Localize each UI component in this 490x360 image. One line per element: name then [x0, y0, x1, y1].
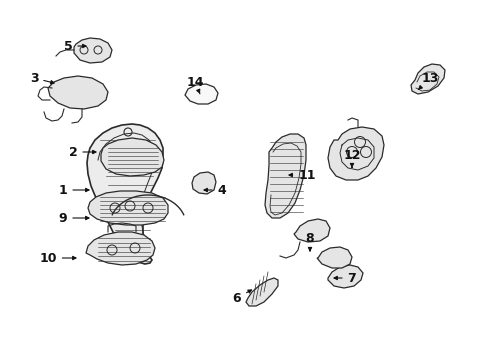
Text: 14: 14: [186, 76, 204, 94]
Polygon shape: [87, 124, 163, 264]
Text: 8: 8: [306, 231, 314, 251]
Polygon shape: [185, 84, 218, 104]
Polygon shape: [411, 64, 445, 94]
Text: 5: 5: [64, 40, 86, 53]
Polygon shape: [265, 134, 306, 218]
Text: 11: 11: [289, 168, 316, 181]
Text: 6: 6: [233, 290, 251, 305]
Text: 12: 12: [343, 149, 361, 167]
Polygon shape: [192, 172, 216, 194]
Text: 2: 2: [69, 145, 96, 158]
Text: 3: 3: [30, 72, 54, 85]
Polygon shape: [48, 76, 108, 109]
Polygon shape: [294, 219, 330, 242]
Polygon shape: [86, 232, 155, 265]
Text: 7: 7: [334, 271, 356, 284]
Polygon shape: [328, 265, 363, 288]
Polygon shape: [101, 138, 164, 176]
Polygon shape: [246, 278, 278, 306]
Text: 10: 10: [39, 252, 76, 265]
Text: 1: 1: [59, 184, 89, 197]
Polygon shape: [74, 38, 112, 63]
Polygon shape: [328, 127, 384, 180]
Text: 4: 4: [204, 184, 226, 197]
Polygon shape: [88, 191, 168, 225]
Polygon shape: [317, 247, 352, 268]
Text: 9: 9: [59, 212, 89, 225]
Text: 13: 13: [418, 72, 439, 89]
